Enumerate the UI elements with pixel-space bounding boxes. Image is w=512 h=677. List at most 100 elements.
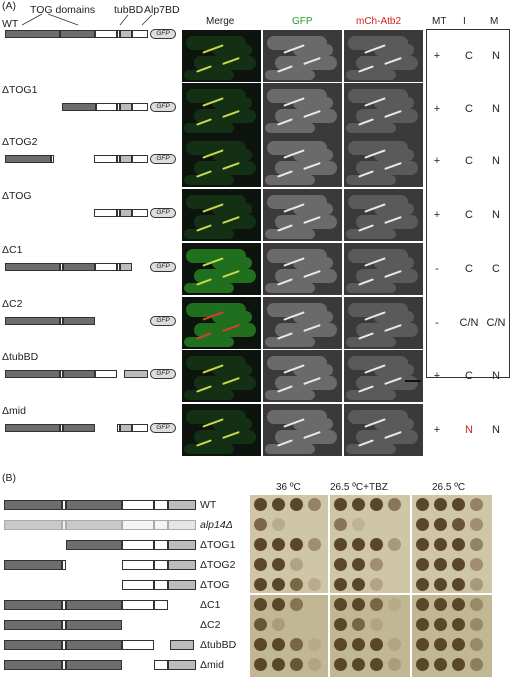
colony-spot [452,598,465,611]
domain-segment [168,580,196,590]
merge-image-dtog [182,189,261,241]
domain-segment [117,103,120,111]
colony-spot [470,658,483,671]
colony-spot [370,618,383,631]
merge-image-dtog1 [182,83,261,135]
domain-segment [4,660,62,670]
gfp-tag: GFP [150,29,176,39]
colony-spot [434,538,447,551]
domain-segment [62,560,66,570]
gfp-tag: GFP [150,316,176,326]
domain-segment [63,263,95,271]
mch-image-dtog1 [344,83,423,135]
construct-name-dmid: Δmid [2,405,26,417]
gfp-tag: GFP [150,423,176,433]
domain-segment [168,660,196,670]
colony-spot [272,558,285,571]
colony-spot [272,618,285,631]
domain-segment [168,520,196,530]
domain-segment [94,209,117,217]
colony-spot [254,598,267,611]
colony-spot [470,638,483,651]
colony-spot [254,618,267,631]
domain-segment [60,370,63,378]
colony-spot [388,658,401,671]
domain-segment [120,30,132,38]
domain-segment [5,370,60,378]
colony-spot [370,538,383,551]
colony-spot [434,578,447,591]
domain-segment [124,370,148,378]
colony-spot [352,578,365,591]
colony-spot [470,578,483,591]
colony-spot [352,498,365,511]
colony-spot [452,498,465,511]
colony-spot [352,618,365,631]
colony-spot [452,578,465,591]
domain-segment [62,103,96,111]
colony-spot [452,658,465,671]
domain-segment [154,580,168,590]
domain-segment [4,640,62,650]
colony-spot [254,578,267,591]
domain-segment [66,500,122,510]
mch-image-dtog [344,189,423,241]
domain-segment [66,660,122,670]
result-m-dtubbd: N [492,370,500,382]
merge-image-wt [182,30,261,82]
merge-image-dc1 [182,243,261,295]
domain-segment [5,30,60,38]
strain-label-wt: WT [200,499,217,511]
gfp-tag: GFP [150,102,176,112]
domain-segment [95,30,117,38]
domain-segment [5,424,60,432]
domain-segment [66,520,122,530]
result-m-dtog1: N [492,103,500,115]
domain-segment [94,155,117,163]
domain-segment [4,620,62,630]
result-m-dtog: N [492,209,500,221]
colony-spot [272,638,285,651]
colony-spot [416,598,429,611]
domain-segment [5,317,60,325]
domain-segment [154,600,168,610]
domain-segment [120,424,132,432]
colony-spot [388,598,401,611]
colony-spot [416,638,429,651]
domain-segment [95,370,117,378]
domain-segment [154,560,168,570]
colony-spot [470,558,483,571]
colony-spot [334,558,347,571]
tog-domains-label: TOG domains [30,4,96,16]
construct-name-dtubbd: ΔtubBD [2,351,39,363]
colony-spot [290,658,303,671]
result-i-wt: C [465,50,473,62]
domain-segment [117,155,120,163]
colony-spot [334,498,347,511]
strain-label-dtog: ΔTOG [200,579,230,591]
colony-spot [370,578,383,591]
colony-spot [254,638,267,651]
colony-spot [308,538,321,551]
domain-segment [4,600,62,610]
result-mt-dc2: - [435,317,439,329]
domain-pointer-lines [21,13,153,26]
m-header: M [490,16,499,27]
colony-spot [272,538,285,551]
colony-spot [272,498,285,511]
colony-spot [290,538,303,551]
colony-spot [308,638,321,651]
strain-label-dtog1: ΔTOG1 [200,539,236,551]
domain-segment [117,424,120,432]
domain-segment [62,520,66,530]
result-mt-dtog2: + [433,155,441,167]
gfp-image-dtubbd [263,350,342,402]
colony-spot [416,498,429,511]
colony-spot [308,658,321,671]
colony-spot [290,638,303,651]
colony-spot [352,598,365,611]
colony-spot [334,638,347,651]
colony-spot [370,558,383,571]
condition-265: 26.5 ºC [432,482,466,493]
colony-spot [254,538,267,551]
